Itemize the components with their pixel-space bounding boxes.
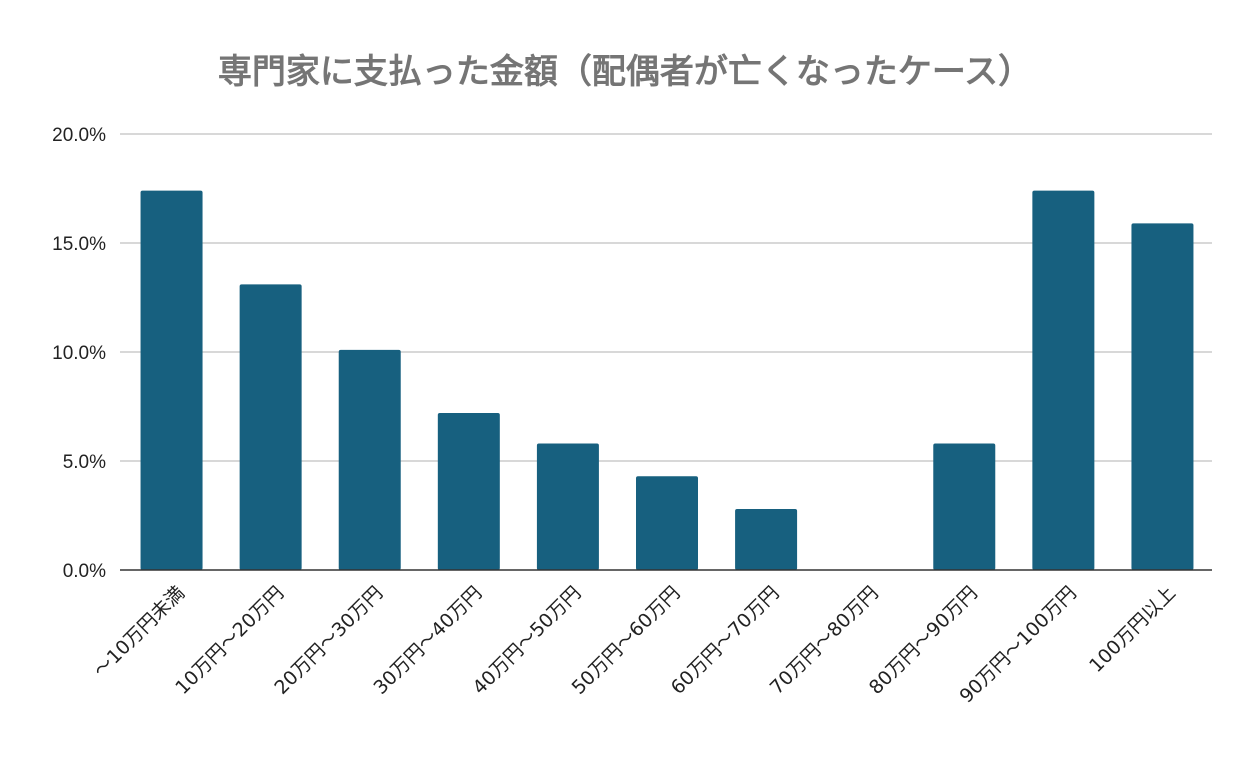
bar — [140, 190, 203, 570]
x-tick-label: 10万円～20万円 — [171, 582, 288, 699]
y-tick-label: 10.0% — [52, 343, 106, 364]
bar — [636, 476, 698, 570]
x-axis-labels: ～10万円未満10万円～20万円20万円～30万円30万円～40万円40万円～5… — [89, 582, 1180, 707]
bar — [735, 508, 798, 570]
x-tick-label: 20万円～30万円 — [270, 582, 387, 699]
chart-title: 専門家に支払った金額（配偶者が亡くなったケース） — [217, 52, 1033, 92]
bar — [338, 349, 401, 570]
bar — [239, 284, 302, 570]
y-axis-ticks: 0.0% 5.0% 10.0% 15.0% 20.0% — [52, 125, 106, 582]
bars — [140, 190, 1194, 570]
x-tick-label: 70万円～80万円 — [766, 582, 883, 699]
bar — [933, 443, 996, 570]
gridlines — [120, 133, 1212, 462]
bar — [1032, 190, 1095, 570]
x-tick-label: ～10万円未満 — [89, 582, 189, 682]
x-tick-label: 80万円～90万円 — [865, 582, 982, 699]
x-tick-label: 100万円以上 — [1085, 582, 1180, 677]
y-tick-label: 15.0% — [52, 234, 106, 255]
bar — [1131, 223, 1194, 570]
bar — [437, 413, 500, 570]
x-tick-label: 60万円～70万円 — [667, 582, 784, 699]
x-tick-label: 50万円～60万円 — [568, 582, 685, 699]
x-tick-label: 40万円～50万円 — [469, 582, 586, 699]
y-tick-label: 5.0% — [63, 452, 106, 473]
x-tick-label: 30万円～40万円 — [369, 582, 486, 699]
bar — [536, 443, 599, 570]
y-tick-label: 20.0% — [52, 125, 106, 146]
y-tick-label: 0.0% — [63, 561, 106, 582]
